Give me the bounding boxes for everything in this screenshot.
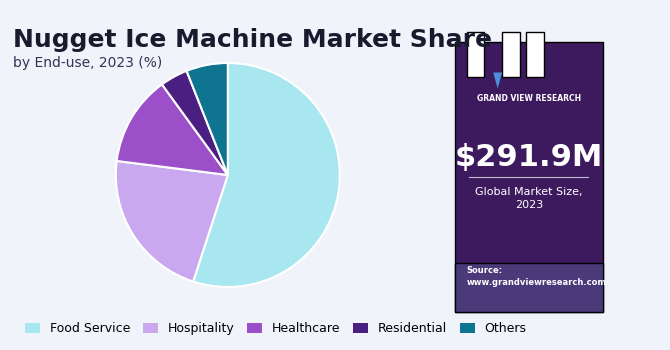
Wedge shape xyxy=(162,71,228,175)
FancyBboxPatch shape xyxy=(466,32,484,77)
Text: GRAND VIEW RESEARCH: GRAND VIEW RESEARCH xyxy=(477,94,581,103)
Legend: Food Service, Hospitality, Healthcare, Residential, Others: Food Service, Hospitality, Healthcare, R… xyxy=(19,317,531,340)
FancyBboxPatch shape xyxy=(526,32,543,77)
FancyBboxPatch shape xyxy=(455,263,603,312)
Text: Source:
www.grandviewresearch.com: Source: www.grandviewresearch.com xyxy=(466,266,606,287)
Wedge shape xyxy=(116,161,228,281)
Text: Global Market Size,
2023: Global Market Size, 2023 xyxy=(475,187,583,210)
FancyBboxPatch shape xyxy=(502,32,520,77)
FancyBboxPatch shape xyxy=(455,42,603,312)
Wedge shape xyxy=(193,63,340,287)
Text: $291.9M: $291.9M xyxy=(455,144,603,173)
Polygon shape xyxy=(493,72,502,89)
Wedge shape xyxy=(186,63,228,175)
Wedge shape xyxy=(117,84,228,175)
Text: by End-use, 2023 (%): by End-use, 2023 (%) xyxy=(13,56,163,70)
Text: Nugget Ice Machine Market Share: Nugget Ice Machine Market Share xyxy=(13,28,492,52)
